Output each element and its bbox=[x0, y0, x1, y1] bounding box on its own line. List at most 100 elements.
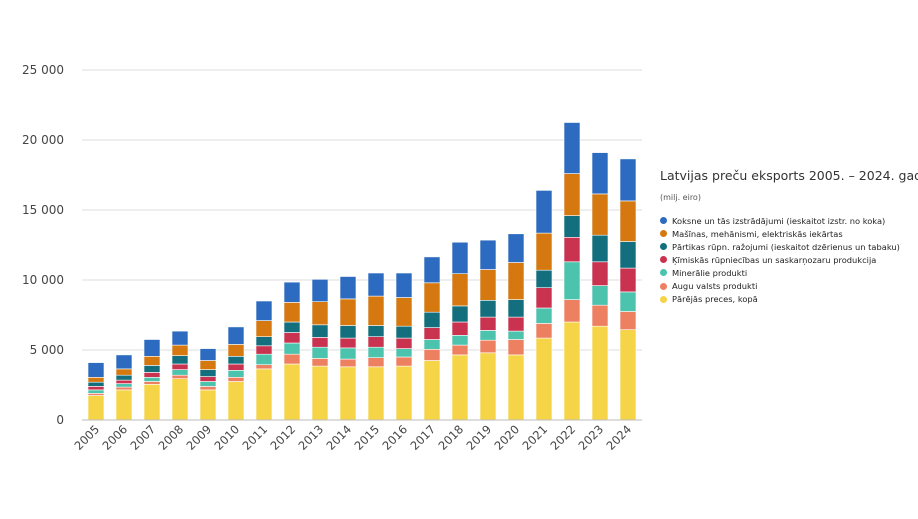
bar-segment bbox=[619, 200, 637, 242]
bar-segment bbox=[367, 272, 385, 297]
bar-segment bbox=[423, 311, 441, 328]
bar-segment bbox=[423, 360, 441, 421]
bar-segment bbox=[591, 325, 609, 421]
x-tick-label: 2024 bbox=[604, 422, 635, 453]
x-tick-label: 2006 bbox=[100, 422, 131, 453]
bar-segment bbox=[535, 232, 553, 271]
bar-segment bbox=[507, 339, 525, 356]
bar-segment bbox=[367, 325, 385, 337]
legend-item[interactable]: Ķīmiskās rūpniecības un saskarņozaru pro… bbox=[660, 253, 915, 266]
bar-stack-2006 bbox=[115, 354, 133, 421]
bar-segment bbox=[143, 355, 161, 366]
bar-segment bbox=[171, 378, 189, 421]
legend-label: Ķīmiskās rūpniecības un saskarņozaru pro… bbox=[672, 254, 877, 265]
legend-swatch bbox=[660, 217, 667, 225]
bar-stack-2021 bbox=[535, 190, 553, 421]
y-tick-label: 20 000 bbox=[22, 133, 64, 147]
legend-label: Pārtikas rūpn. ražojumi (ieskaitot dzēri… bbox=[672, 241, 900, 252]
bar-segment bbox=[451, 354, 469, 421]
x-tick-label: 2013 bbox=[296, 422, 327, 453]
bar-segment bbox=[87, 393, 105, 396]
bar-segment bbox=[367, 357, 385, 368]
bar-segment bbox=[115, 354, 133, 370]
bar-segment bbox=[451, 305, 469, 323]
bar-segment bbox=[283, 321, 301, 333]
bar-segment bbox=[227, 326, 245, 345]
bar-segment bbox=[507, 354, 525, 421]
x-tick-label: 2023 bbox=[576, 422, 607, 453]
bar-segment bbox=[87, 376, 105, 383]
bar-segment bbox=[311, 365, 329, 421]
x-tick-label: 2005 bbox=[72, 422, 103, 453]
x-tick-label: 2020 bbox=[492, 422, 523, 453]
legend-item[interactable]: Pārējās preces, kopā bbox=[660, 293, 915, 306]
x-tick-label: 2011 bbox=[240, 422, 271, 453]
bar-segment bbox=[199, 376, 217, 382]
bar-segment bbox=[367, 295, 385, 326]
legend-list: Koksne un tās izstrādājumi (ieskaitot iz… bbox=[660, 214, 915, 306]
legend-item[interactable]: Augu valsts produkti bbox=[660, 279, 915, 292]
x-tick-label: 2016 bbox=[380, 422, 411, 453]
bar-segment bbox=[535, 269, 553, 289]
bar-stack-2010 bbox=[227, 326, 245, 421]
bar-segment bbox=[115, 383, 133, 388]
legend-item[interactable]: Koksne un tās izstrādājumi (ieskaitot iz… bbox=[660, 214, 915, 227]
bar-segment bbox=[619, 241, 637, 269]
legend-item[interactable]: Mašīnas, mehānismi, elektriskās iekārtas bbox=[660, 227, 915, 240]
bar-segment bbox=[535, 287, 553, 309]
legend-swatch bbox=[660, 230, 667, 238]
bar-segment bbox=[507, 330, 525, 340]
bar-segment bbox=[619, 311, 637, 331]
bar-stack-2011 bbox=[255, 300, 273, 421]
legend-item[interactable]: Minerālie produkti bbox=[660, 266, 915, 279]
y-tick-label: 15 000 bbox=[22, 203, 64, 217]
bar-segment bbox=[171, 355, 189, 365]
bar-segment bbox=[227, 376, 245, 382]
bar-segment bbox=[591, 152, 609, 195]
bar-segment bbox=[563, 215, 581, 238]
bar-segment bbox=[479, 330, 497, 341]
bar-segment bbox=[451, 241, 469, 274]
x-tick-label: 2008 bbox=[156, 422, 187, 453]
bar-segment bbox=[507, 233, 525, 263]
bar-segment bbox=[199, 360, 217, 370]
bar-segment bbox=[591, 304, 609, 327]
bar-segment bbox=[339, 325, 357, 339]
bar-stack-2005 bbox=[87, 362, 105, 421]
bar-segment bbox=[143, 381, 161, 385]
bar-stack-2007 bbox=[143, 339, 161, 421]
bar-segment bbox=[339, 276, 357, 300]
x-tick-label: 2007 bbox=[128, 422, 159, 453]
bar-segment bbox=[395, 365, 413, 421]
bar-segment bbox=[339, 298, 357, 326]
bar-segment bbox=[395, 356, 413, 367]
bar-segment bbox=[311, 324, 329, 338]
bar-segment bbox=[171, 369, 189, 376]
bar-stack-2020 bbox=[507, 233, 525, 421]
bars bbox=[87, 122, 637, 421]
y-tick-label: 0 bbox=[56, 413, 64, 427]
bar-segment bbox=[367, 366, 385, 421]
bar-segment bbox=[143, 383, 161, 421]
bar-segment bbox=[311, 358, 329, 367]
bar-segment bbox=[283, 281, 301, 303]
x-axis: 2005200620072008200920102011201220132014… bbox=[72, 422, 635, 453]
bar-segment bbox=[591, 261, 609, 286]
bar-segment bbox=[255, 364, 273, 370]
legend: Latvijas preču eksports 2005. – 2024. ga… bbox=[660, 168, 918, 306]
gridlines bbox=[82, 69, 642, 351]
bar-stack-2022 bbox=[563, 122, 581, 421]
legend-swatch bbox=[660, 282, 667, 290]
bar-segment bbox=[479, 316, 497, 331]
x-tick-label: 2010 bbox=[212, 422, 243, 453]
legend-item[interactable]: Pārtikas rūpn. ražojumi (ieskaitot dzēri… bbox=[660, 240, 915, 253]
bar-segment bbox=[395, 337, 413, 349]
bar-segment bbox=[339, 358, 357, 368]
bar-stack-2024 bbox=[619, 158, 637, 421]
y-tick-label: 25 000 bbox=[22, 63, 64, 77]
bar-segment bbox=[395, 297, 413, 327]
bar-segment bbox=[171, 363, 189, 370]
bar-segment bbox=[479, 352, 497, 421]
bar-segment bbox=[255, 368, 273, 421]
